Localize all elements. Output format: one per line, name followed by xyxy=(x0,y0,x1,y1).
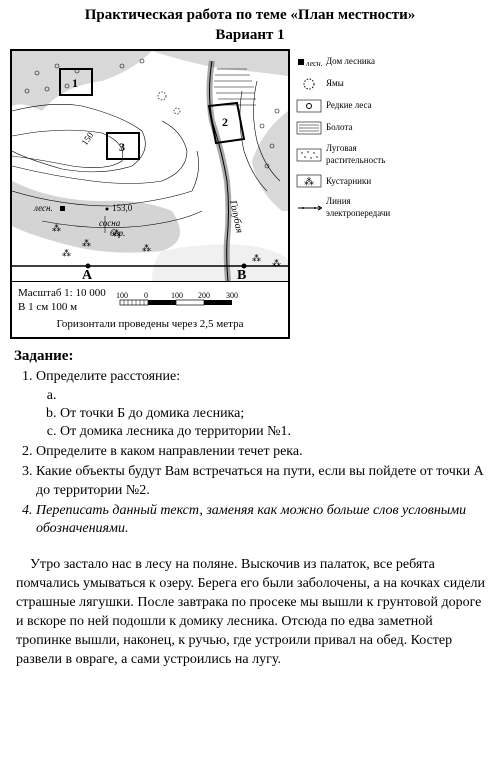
page-subtitle: Вариант 1 xyxy=(0,26,500,50)
scale-num: 200 xyxy=(198,291,210,300)
territory-3-label: 3 xyxy=(119,140,125,154)
territory-1-label: 1 xyxy=(72,76,78,90)
meadow-icon xyxy=(296,148,322,162)
text-passage: Утро застало нас в лесу на поляне. Выско… xyxy=(0,550,500,679)
legend-swamp: Болота xyxy=(296,121,416,135)
scale-bar: 100 0 100 200 300 xyxy=(116,290,246,314)
task-item: Какие объекты будут Вам встречаться на п… xyxy=(36,463,486,499)
contour-interval: Горизонтали проведены через 2,5 метра xyxy=(18,317,282,331)
task-item: Переписать данный текст, заменяя как мож… xyxy=(36,502,486,538)
svg-text:⁂: ⁂ xyxy=(52,223,61,233)
house-icon: лесн. xyxy=(296,55,322,69)
scale-panel: Масштаб 1: 10 000 В 1 см 100 м 100 0 100… xyxy=(12,281,288,337)
task-item: Определите в каком направлении течет рек… xyxy=(36,443,486,461)
swamp-icon xyxy=(296,121,322,135)
page-title: Практическая работа по теме «План местно… xyxy=(0,0,500,26)
forest-patch xyxy=(12,51,152,111)
task-item: Определите расстояние: От точки Б до дом… xyxy=(36,368,486,441)
sparse-icon xyxy=(296,99,322,113)
legend-label: Луговая растительность xyxy=(326,143,416,166)
legend-label: Линия электропередачи xyxy=(326,196,416,219)
pit-icon xyxy=(296,77,322,91)
swamp-area xyxy=(214,69,256,105)
pine-label: сосна xyxy=(99,218,121,228)
task-sublist: От точки Б до домика лесника; От домика … xyxy=(36,387,486,442)
forest-patch xyxy=(12,181,180,253)
scale-num: 100 xyxy=(116,291,128,300)
power-icon xyxy=(296,201,322,215)
territory-2-label: 2 xyxy=(222,115,228,129)
legend-power: Линия электропередачи xyxy=(296,196,416,219)
contour-label-150: 150 xyxy=(79,130,95,147)
forest-patch xyxy=(252,111,288,211)
point-a-label: А xyxy=(82,268,93,281)
svg-text:лесн.: лесн. xyxy=(305,59,322,68)
legend-label: Болота xyxy=(326,122,352,134)
legend-label: Кустарники xyxy=(326,176,371,188)
legend-sparse: Редкие леса xyxy=(296,99,416,113)
scale-ratio: Масштаб 1: 10 000 xyxy=(18,286,106,300)
legend-label: Дом лесника xyxy=(326,56,375,68)
task-subitem: От точки Б до домика лесника; xyxy=(60,405,486,423)
point-b-label: В xyxy=(237,268,246,281)
scale-num: 0 xyxy=(144,291,148,300)
task-subitem xyxy=(60,387,486,405)
scale-num: 300 xyxy=(226,291,238,300)
legend-shrub: ⁂ Кустарники xyxy=(296,174,416,188)
svg-text:⁂: ⁂ xyxy=(62,248,71,258)
legend-pit: Ямы xyxy=(296,77,416,91)
svg-text:⁂: ⁂ xyxy=(142,243,151,253)
svg-text:⁂: ⁂ xyxy=(304,177,314,188)
task-text: Определите расстояние: xyxy=(36,369,180,384)
pit-symbols xyxy=(158,92,180,114)
house-icon xyxy=(60,206,65,211)
legend-label: Ямы xyxy=(326,78,344,90)
elevation-label: 153,0 xyxy=(112,203,133,213)
forest-label: лесн. xyxy=(33,203,53,213)
shrub-icon: ⁂ xyxy=(296,174,322,188)
forest-patch xyxy=(152,51,288,76)
map-frame: ⁂⁂⁂ ⁂⁂ ⁂⁂ 1 2 3 150 153,0 лесн. сосна бе… xyxy=(10,49,290,339)
task-list: Определите расстояние: От точки Б до дом… xyxy=(14,368,486,538)
legend-meadow: Луговая растительность xyxy=(296,143,416,166)
map-legend-row: ⁂⁂⁂ ⁂⁂ ⁂⁂ 1 2 3 150 153,0 лесн. сосна бе… xyxy=(0,49,500,339)
legend-house: лесн. Дом лесника xyxy=(296,55,416,69)
svg-text:⁂: ⁂ xyxy=(252,253,261,263)
scale-num: 100 xyxy=(171,291,183,300)
svg-text:⁂: ⁂ xyxy=(82,238,91,248)
tasks-section: Задание: Определите расстояние: От точки… xyxy=(0,339,500,550)
meadow xyxy=(152,244,288,281)
birch-label: бер. xyxy=(110,228,125,238)
elevation-point xyxy=(106,208,109,211)
scale-cm: В 1 см 100 м xyxy=(18,300,106,314)
legend-label: Редкие леса xyxy=(326,100,372,112)
terrain-map: ⁂⁂⁂ ⁂⁂ ⁂⁂ 1 2 3 150 153,0 лесн. сосна бе… xyxy=(12,51,288,281)
map-legend: лесн. Дом лесника Ямы Редкие леса xyxy=(296,49,416,228)
tasks-heading: Задание: xyxy=(14,347,486,367)
task-subitem: От домика лесника до территории №1. xyxy=(60,423,486,441)
